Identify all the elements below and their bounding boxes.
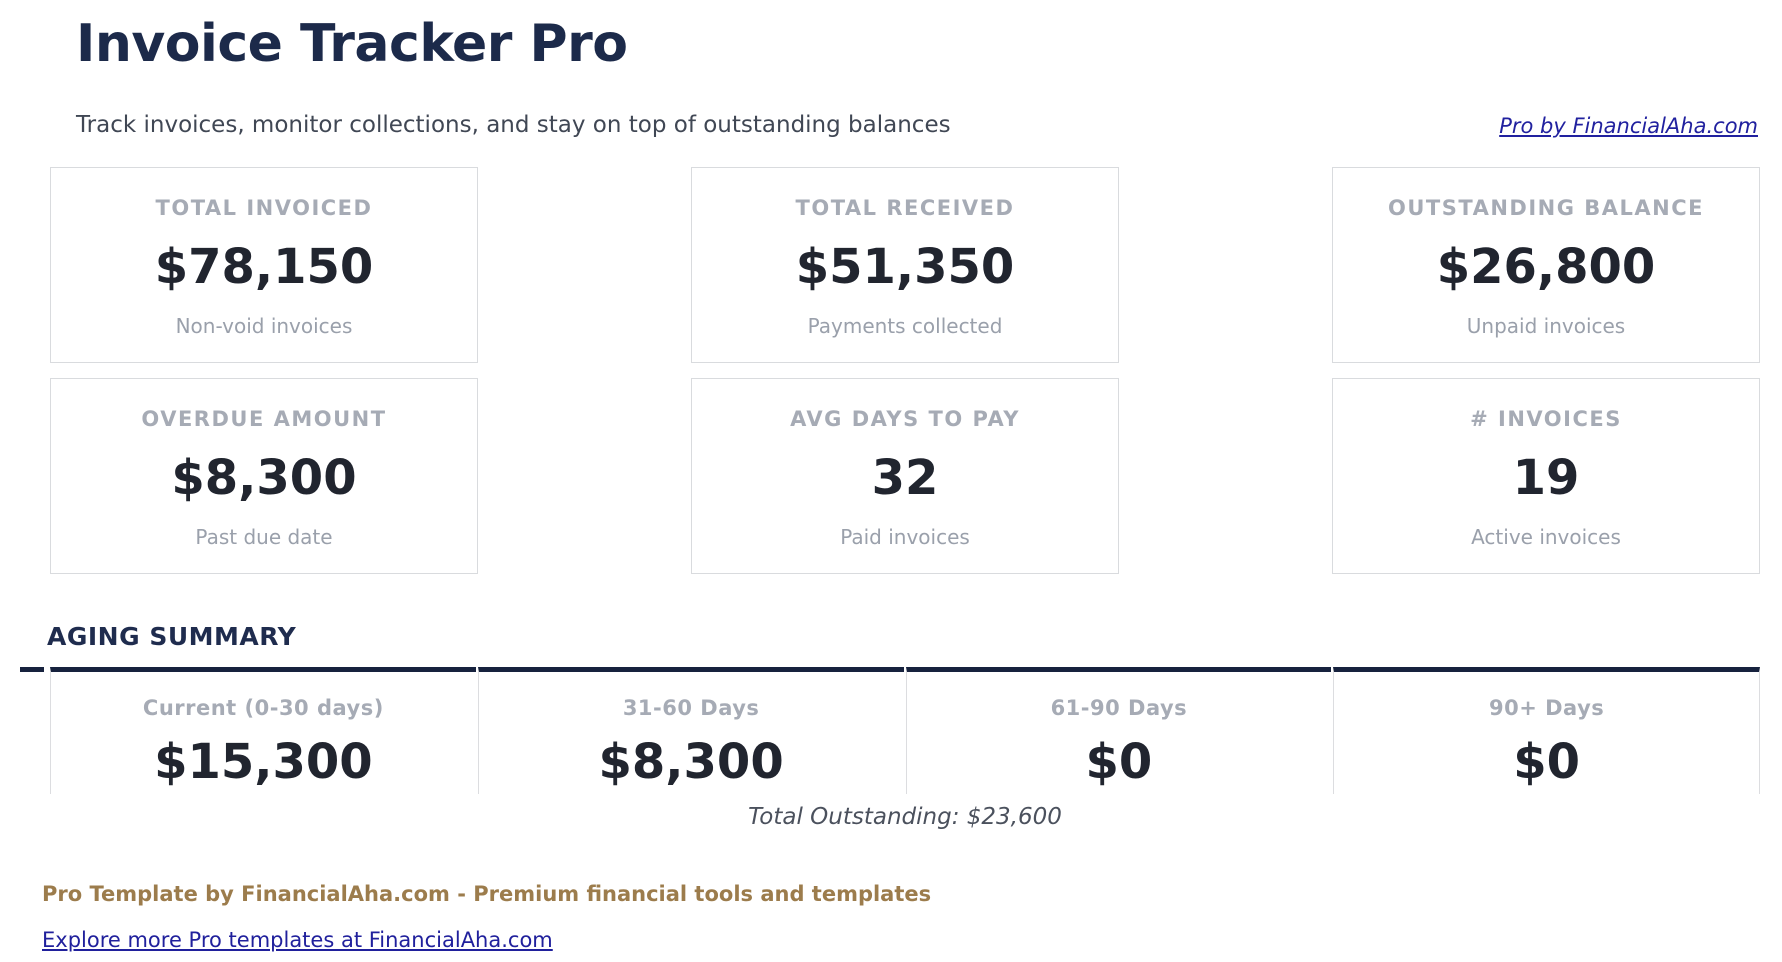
stat-card-sublabel: Payments collected (807, 314, 1003, 338)
stat-card-value: $78,150 (154, 239, 374, 295)
aging-col-label: Current (0-30 days) (142, 696, 384, 720)
aging-total-outstanding: Total Outstanding: $23,600 (748, 804, 1062, 830)
stat-card-avg-days-to-pay: AVG DAYS TO PAY 32 Paid invoices (691, 378, 1119, 574)
stat-card-value: $26,800 (1436, 239, 1656, 295)
stat-card-outstanding-balance: OUTSTANDING BALANCE $26,800 Unpaid invoi… (1332, 167, 1760, 363)
stat-card-sublabel: Unpaid invoices (1466, 314, 1626, 338)
aging-col-label: 31-60 Days (622, 696, 760, 720)
stat-card-num-invoices: # INVOICES 19 Active invoices (1332, 378, 1760, 574)
stat-card-sublabel: Past due date (195, 525, 333, 549)
stat-card-value: $8,300 (171, 450, 357, 506)
aging-cell-31-60: 31-60 Days $8,300 (477, 667, 904, 794)
aging-row: Current (0-30 days) $15,300 31-60 Days $… (50, 667, 1760, 794)
stat-card-label: TOTAL RECEIVED (795, 196, 1015, 220)
stat-card-value: 19 (1512, 450, 1580, 506)
aging-col-value: $0 (1513, 734, 1581, 790)
page-subtitle: Track invoices, monitor collections, and… (76, 112, 951, 138)
stat-card-label: # INVOICES (1470, 407, 1622, 431)
stat-card-value: $51,350 (795, 239, 1015, 295)
stats-grid: TOTAL INVOICED $78,150 Non-void invoices… (50, 167, 1760, 574)
explore-templates-link[interactable]: Explore more Pro templates at FinancialA… (42, 928, 553, 952)
stat-card-sublabel: Non-void invoices (175, 314, 353, 338)
aging-cell-90-plus: 90+ Days $0 (1333, 667, 1760, 794)
stat-card-overdue-amount: OVERDUE AMOUNT $8,300 Past due date (50, 378, 478, 574)
stat-card-label: OUTSTANDING BALANCE (1388, 196, 1704, 220)
aging-summary-title: AGING SUMMARY (47, 622, 297, 651)
aging-col-value: $15,300 (154, 734, 373, 790)
page-header: Invoice Tracker Pro Track invoices, moni… (0, 0, 1782, 138)
aging-col-value: $0 (1085, 734, 1153, 790)
stat-card-sublabel: Paid invoices (840, 525, 970, 549)
stat-card-sublabel: Active invoices (1471, 525, 1621, 549)
aging-col-value: $8,300 (598, 734, 784, 790)
pro-by-financialaha-link[interactable]: Pro by FinancialAha.com (1499, 114, 1758, 138)
stat-card-total-received: TOTAL RECEIVED $51,350 Payments collecte… (691, 167, 1119, 363)
stat-card-value: 32 (871, 450, 939, 506)
page-footer: Pro Template by FinancialAha.com - Premi… (42, 882, 1760, 952)
aging-col-label: 90+ Days (1488, 696, 1605, 720)
aging-cell-current: Current (0-30 days) $15,300 (50, 667, 476, 794)
aging-cell-61-90: 61-90 Days $0 (905, 667, 1332, 794)
page-title: Invoice Tracker Pro (76, 14, 628, 74)
footer-tagline: Pro Template by FinancialAha.com - Premi… (42, 882, 932, 906)
aging-col-label: 61-90 Days (1050, 696, 1188, 720)
stat-card-label: TOTAL INVOICED (155, 196, 373, 220)
stat-card-label: OVERDUE AMOUNT (141, 407, 387, 431)
stat-card-label: AVG DAYS TO PAY (790, 407, 1020, 431)
aging-summary-table: Current (0-30 days) $15,300 31-60 Days $… (0, 667, 1782, 794)
aging-divider (20, 667, 44, 672)
stat-card-total-invoiced: TOTAL INVOICED $78,150 Non-void invoices (50, 167, 478, 363)
